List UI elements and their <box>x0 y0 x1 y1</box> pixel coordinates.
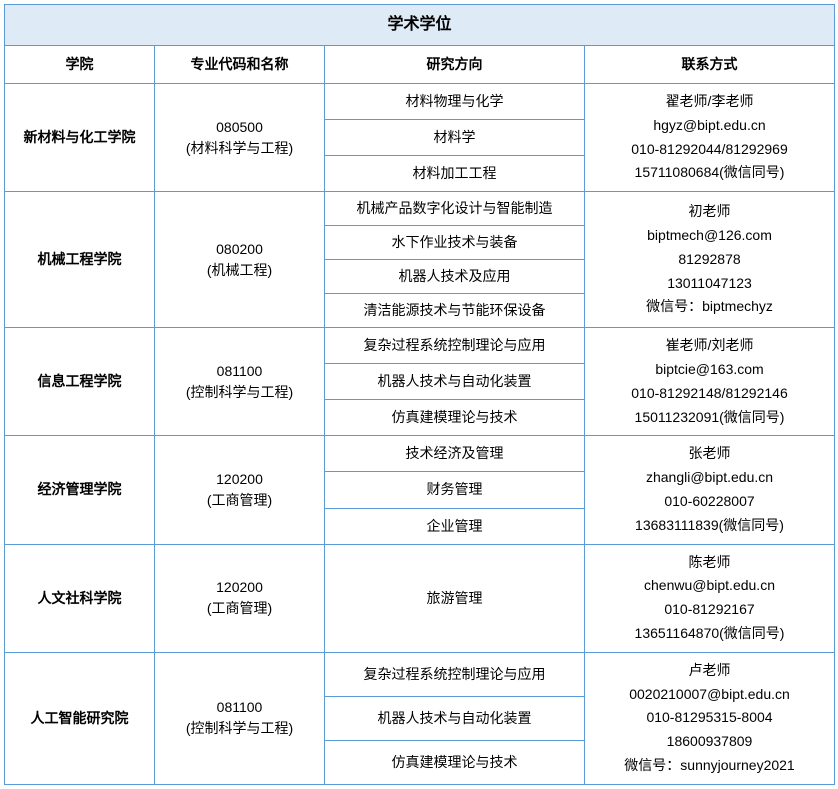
major-name: (控制科学与工程) <box>159 718 320 739</box>
major-name: (机械工程) <box>159 260 320 281</box>
header-direction: 研究方向 <box>325 46 585 84</box>
contact-line: 81292878 <box>589 248 830 272</box>
research-direction: 材料学 <box>325 120 585 156</box>
contact-line: 崔老师/刘老师 <box>589 334 830 358</box>
contact-info: 翟老师/李老师hgyz@bipt.edu.cn010-81292044/8129… <box>585 84 835 192</box>
contact-info: 崔老师/刘老师biptcie@163.com010-81292148/81292… <box>585 328 835 436</box>
contact-line: 15711080684(微信同号) <box>589 161 830 185</box>
header-college: 学院 <box>5 46 155 84</box>
contact-line: chenwu@bipt.edu.cn <box>589 574 830 598</box>
research-direction: 技术经济及管理 <box>325 436 585 472</box>
research-direction: 材料加工工程 <box>325 156 585 192</box>
college-name: 人文社科学院 <box>5 544 155 652</box>
research-direction: 机器人技术与自动化装置 <box>325 364 585 400</box>
header-major: 专业代码和名称 <box>155 46 325 84</box>
research-direction: 清洁能源技术与节能环保设备 <box>325 294 585 328</box>
research-direction: 财务管理 <box>325 472 585 508</box>
contact-line: 18600937809 <box>589 730 830 754</box>
research-direction: 复杂过程系统控制理论与应用 <box>325 652 585 696</box>
college-name: 机械工程学院 <box>5 192 155 328</box>
contact-line: 010-60228007 <box>589 490 830 514</box>
contact-line: 13651164870(微信同号) <box>589 622 830 646</box>
research-direction: 旅游管理 <box>325 544 585 652</box>
contact-line: 15011232091(微信同号) <box>589 406 830 430</box>
contact-line: 初老师 <box>589 200 830 224</box>
contact-line: biptcie@163.com <box>589 358 830 382</box>
major-name: (工商管理) <box>159 490 320 511</box>
major-code: 120200 <box>159 577 320 598</box>
contact-line: 翟老师/李老师 <box>589 90 830 114</box>
contact-line: hgyz@bipt.edu.cn <box>589 114 830 138</box>
major-name: (材料科学与工程) <box>159 138 320 159</box>
major-code-name: 080500(材料科学与工程) <box>155 84 325 192</box>
contact-line: 13011047123 <box>589 272 830 296</box>
contact-info: 卢老师0020210007@bipt.edu.cn010-81295315-80… <box>585 652 835 784</box>
table-title: 学术学位 <box>5 5 835 46</box>
research-direction: 企业管理 <box>325 508 585 544</box>
major-code-name: 120200(工商管理) <box>155 436 325 544</box>
major-code: 081100 <box>159 697 320 718</box>
contact-line: biptmech@126.com <box>589 224 830 248</box>
contact-line: 陈老师 <box>589 551 830 575</box>
major-name: (控制科学与工程) <box>159 382 320 403</box>
major-code-name: 081100(控制科学与工程) <box>155 328 325 436</box>
contact-info: 陈老师chenwu@bipt.edu.cn010-812921671365116… <box>585 544 835 652</box>
contact-line: 010-81292044/81292969 <box>589 138 830 162</box>
major-code: 080200 <box>159 239 320 260</box>
research-direction: 复杂过程系统控制理论与应用 <box>325 328 585 364</box>
contact-line: 卢老师 <box>589 659 830 683</box>
research-direction: 仿真建模理论与技术 <box>325 740 585 784</box>
contact-line: 13683111839(微信同号) <box>589 514 830 538</box>
major-code-name: 120200(工商管理) <box>155 544 325 652</box>
major-code: 080500 <box>159 117 320 138</box>
major-code: 120200 <box>159 469 320 490</box>
research-direction: 水下作业技术与装备 <box>325 226 585 260</box>
contact-line: 010-81292148/81292146 <box>589 382 830 406</box>
contact-line: 0020210007@bipt.edu.cn <box>589 683 830 707</box>
contact-info: 初老师biptmech@126.com8129287813011047123微信… <box>585 192 835 328</box>
research-direction: 机器人技术与自动化装置 <box>325 696 585 740</box>
research-direction: 机械产品数字化设计与智能制造 <box>325 192 585 226</box>
major-code: 081100 <box>159 361 320 382</box>
header-contact: 联系方式 <box>585 46 835 84</box>
major-name: (工商管理) <box>159 598 320 619</box>
contact-line: 微信号：biptmechyz <box>589 295 830 319</box>
college-name: 经济管理学院 <box>5 436 155 544</box>
research-direction: 机器人技术及应用 <box>325 260 585 294</box>
contact-line: 微信号：sunnyjourney2021 <box>589 754 830 778</box>
contact-line: 张老师 <box>589 442 830 466</box>
college-name: 人工智能研究院 <box>5 652 155 784</box>
contact-line: 010-81295315-8004 <box>589 706 830 730</box>
college-name: 信息工程学院 <box>5 328 155 436</box>
academic-degree-table: 学术学位学院专业代码和名称研究方向联系方式新材料与化工学院080500(材料科学… <box>4 4 835 785</box>
contact-line: 010-81292167 <box>589 598 830 622</box>
research-direction: 仿真建模理论与技术 <box>325 400 585 436</box>
contact-line: zhangli@bipt.edu.cn <box>589 466 830 490</box>
college-name: 新材料与化工学院 <box>5 84 155 192</box>
major-code-name: 080200(机械工程) <box>155 192 325 328</box>
research-direction: 材料物理与化学 <box>325 84 585 120</box>
contact-info: 张老师zhangli@bipt.edu.cn010-60228007136831… <box>585 436 835 544</box>
major-code-name: 081100(控制科学与工程) <box>155 652 325 784</box>
